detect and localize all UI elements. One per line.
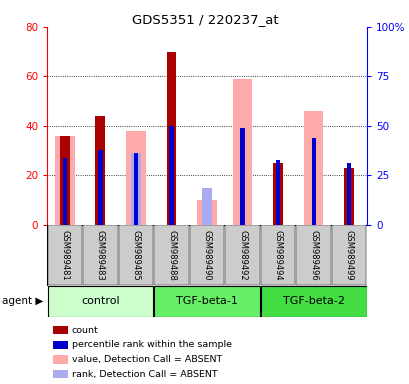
Bar [131, 153, 141, 225]
Bar [63, 158, 67, 225]
Bar [240, 128, 244, 225]
Bar [118, 225, 153, 285]
Bar [98, 151, 102, 225]
Text: GSM989481: GSM989481 [60, 230, 69, 280]
Bar [202, 187, 211, 225]
Bar [344, 168, 353, 225]
Bar [197, 200, 216, 225]
Bar [133, 153, 138, 225]
Text: agent ▶: agent ▶ [2, 296, 43, 306]
Bar [311, 138, 315, 225]
Text: GSM989499: GSM989499 [344, 230, 353, 280]
Bar [232, 79, 252, 225]
Bar [83, 225, 117, 285]
Bar [55, 136, 74, 225]
Bar [189, 225, 224, 285]
Bar [272, 163, 282, 225]
Bar [154, 286, 259, 317]
Text: value, Detection Call = ABSENT: value, Detection Call = ABSENT [72, 355, 221, 364]
Bar [225, 225, 259, 285]
Bar [346, 163, 351, 225]
Bar [47, 286, 153, 317]
Bar [169, 126, 173, 225]
Text: GDS5351 / 220237_at: GDS5351 / 220237_at [131, 13, 278, 26]
Bar [303, 111, 323, 225]
Text: count: count [72, 326, 98, 335]
Bar [95, 116, 105, 225]
Bar [126, 131, 146, 225]
Bar [331, 225, 365, 285]
Bar [60, 136, 70, 225]
Bar [47, 225, 82, 285]
Bar [166, 51, 176, 225]
Bar [296, 225, 330, 285]
Text: GSM989492: GSM989492 [238, 230, 247, 280]
Text: GSM989494: GSM989494 [273, 230, 282, 280]
Bar [275, 161, 280, 225]
Bar [154, 225, 188, 285]
Bar [60, 158, 70, 225]
Text: GSM989490: GSM989490 [202, 230, 211, 280]
Bar [260, 286, 366, 317]
Text: percentile rank within the sample: percentile rank within the sample [72, 340, 231, 349]
Bar [260, 225, 294, 285]
Text: TGF-beta-1: TGF-beta-1 [176, 296, 237, 306]
Text: GSM989485: GSM989485 [131, 230, 140, 280]
Text: control: control [81, 296, 119, 306]
Text: TGF-beta-2: TGF-beta-2 [282, 296, 344, 306]
Text: GSM989488: GSM989488 [166, 230, 175, 280]
Text: rank, Detection Call = ABSENT: rank, Detection Call = ABSENT [72, 369, 217, 379]
Text: GSM989483: GSM989483 [96, 230, 105, 280]
Text: GSM989496: GSM989496 [308, 230, 317, 280]
